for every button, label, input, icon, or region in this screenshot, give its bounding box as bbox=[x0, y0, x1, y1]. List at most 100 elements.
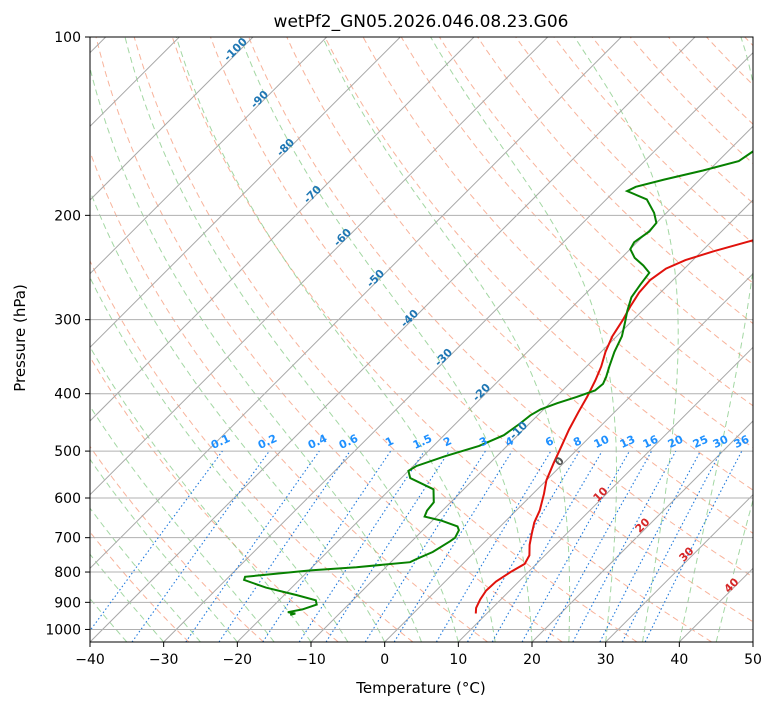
x-tick-label: −10 bbox=[296, 652, 326, 668]
isotherm-line bbox=[90, 37, 475, 422]
dry-adiabat-line bbox=[90, 356, 339, 642]
moist-adiabat-line bbox=[715, 498, 753, 642]
isotherm-label: -90 bbox=[248, 88, 271, 111]
isotherm-line bbox=[90, 37, 328, 275]
isotherm-line bbox=[90, 37, 622, 570]
x-axis-label: Temperature (°C) bbox=[355, 679, 485, 697]
mixing-ratio-line bbox=[644, 450, 743, 642]
mixing-ratio-label: 8 bbox=[571, 434, 583, 449]
moist-adiabat-label: 40 bbox=[722, 575, 742, 595]
isotherm-line bbox=[90, 37, 401, 349]
isotherm-line bbox=[90, 37, 549, 496]
dry-adiabat-line bbox=[744, 37, 753, 47]
mixing-ratio-line bbox=[545, 450, 653, 642]
dry-adiabat-line bbox=[90, 150, 488, 642]
dry-adiabat-line bbox=[90, 259, 414, 642]
moist-adiabat-label: 10 bbox=[591, 484, 611, 504]
dry-adiabat-line bbox=[210, 37, 753, 623]
plot-frame bbox=[89, 36, 754, 643]
moist-adiabat-line bbox=[678, 37, 753, 642]
isotherm-line bbox=[384, 272, 753, 642]
x-tick-label: 0 bbox=[380, 652, 389, 668]
dewpoint-profile-line bbox=[242, 150, 753, 616]
moist-adiabat-line bbox=[239, 37, 533, 642]
y-tick-label: 1000 bbox=[45, 622, 81, 638]
moist-adiabat-line bbox=[175, 37, 496, 642]
x-tick-label: 40 bbox=[670, 652, 688, 668]
moist-adiabat-line bbox=[90, 405, 275, 642]
axes-ticks: −40 −30 −20 −10 0 10 20 30 40 50 1000 900 800 700 600 5… bbox=[45, 30, 762, 668]
moist-adiabat-label: 20 bbox=[633, 515, 653, 535]
mixing-ratio-label: 16 bbox=[641, 433, 661, 451]
moist-adiabat-line bbox=[574, 37, 679, 642]
x-tick-label: 30 bbox=[597, 652, 615, 668]
chart-title: wetPf2_GN05.2026.046.08.23.G06 bbox=[274, 12, 569, 32]
isotherm-line bbox=[457, 346, 753, 642]
isotherm-label: -60 bbox=[331, 226, 354, 249]
isotherm-label: -100 bbox=[221, 35, 250, 64]
x-tick-label: 50 bbox=[744, 652, 762, 668]
plot-layers bbox=[90, 37, 753, 642]
moist-adiabat-line bbox=[90, 189, 386, 642]
moist-adiabat-line bbox=[752, 640, 753, 642]
isotherm-line bbox=[90, 37, 696, 642]
isotherm-label: -30 bbox=[432, 346, 455, 369]
x-tick-label: 20 bbox=[523, 652, 541, 668]
plot-area: -100-90-80-70-60-50-40-30-20-10010203040… bbox=[89, 35, 754, 643]
mixing-ratio-label: 0.2 bbox=[256, 432, 279, 452]
mixing-ratio-label: 20 bbox=[666, 433, 686, 451]
mixing-ratio-label: 25 bbox=[691, 433, 710, 451]
mixing-ratio-label: 30 bbox=[711, 433, 731, 451]
dry-adiabat-line bbox=[171, 37, 712, 642]
mixing-ratio-line bbox=[325, 450, 450, 642]
x-tick-label: −40 bbox=[75, 652, 105, 668]
mixing-ratio-line bbox=[218, 450, 351, 642]
temperature-profile-line bbox=[474, 239, 753, 614]
dry-adiabat-line bbox=[515, 37, 753, 284]
isotherm-label: -50 bbox=[364, 267, 387, 290]
x-tick-label: −30 bbox=[149, 652, 179, 668]
mixing-ratio-line bbox=[298, 450, 425, 642]
y-tick-label: 400 bbox=[54, 387, 81, 403]
y-tick-label: 700 bbox=[54, 531, 81, 547]
y-tick-label: 600 bbox=[54, 491, 81, 507]
y-tick-label: 500 bbox=[54, 444, 81, 460]
dry-adiabat-line bbox=[324, 37, 753, 491]
isotherm-label: -40 bbox=[398, 307, 421, 330]
mixing-ratio-label: 10 bbox=[592, 433, 612, 451]
isotherm-line bbox=[605, 493, 753, 642]
mixing-ratio-line bbox=[393, 450, 513, 642]
mixing-ratio-line bbox=[435, 450, 552, 642]
isotherm-label: -70 bbox=[301, 183, 324, 206]
dry-adiabat-line bbox=[90, 445, 264, 642]
x-tick-label: −20 bbox=[223, 652, 253, 668]
mixing-ratio-line bbox=[364, 450, 486, 642]
moist-adiabat-line bbox=[90, 458, 238, 642]
mixing-ratio-line bbox=[262, 450, 392, 642]
isotherm-label: -20 bbox=[470, 381, 493, 404]
moist-adiabat-label: 30 bbox=[677, 544, 697, 564]
isotherm-line bbox=[163, 51, 753, 642]
y-tick-label: 900 bbox=[54, 595, 81, 611]
dry-adiabat-line bbox=[706, 37, 753, 86]
mixing-ratio-label: 13 bbox=[618, 433, 637, 451]
mixing-ratio-label: 0.4 bbox=[306, 432, 329, 452]
moist-adiabat-line bbox=[90, 276, 349, 642]
dry-adiabat-line bbox=[133, 37, 638, 642]
y-tick-label: 800 bbox=[54, 565, 81, 581]
y-tick-label: 300 bbox=[54, 313, 81, 329]
moist-adiabat-line bbox=[90, 65, 422, 642]
mixing-ratio-line bbox=[90, 450, 223, 632]
isotherm-line bbox=[752, 641, 753, 642]
isotherm-line bbox=[531, 420, 753, 642]
mixing-ratio-line bbox=[185, 450, 320, 642]
dry-adiabat-line bbox=[248, 37, 753, 578]
mixing-ratio-label: 36 bbox=[732, 433, 752, 451]
isotherm-line bbox=[236, 125, 753, 642]
y-axis-label: Pressure (hPa) bbox=[11, 284, 29, 392]
y-tick-label: 200 bbox=[54, 208, 81, 224]
x-tick-label: 10 bbox=[449, 652, 467, 668]
y-tick-label: 100 bbox=[54, 30, 81, 46]
moist-adiabat-line bbox=[90, 345, 312, 642]
